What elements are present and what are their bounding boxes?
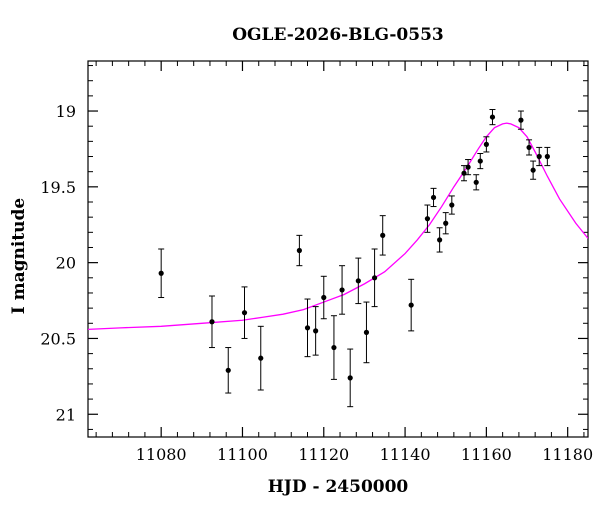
point-marker	[530, 167, 536, 173]
x-tick-label: 11160	[461, 445, 512, 464]
data-point	[312, 306, 319, 356]
data-point	[473, 174, 480, 191]
point-marker	[477, 158, 483, 164]
x-tick-label: 11120	[298, 445, 349, 464]
data-point	[430, 187, 437, 208]
point-marker	[313, 328, 319, 334]
point-marker	[258, 355, 264, 361]
data-point	[483, 136, 490, 153]
data-point	[448, 195, 455, 215]
x-tick-label: 11140	[380, 445, 431, 464]
data-point	[477, 152, 484, 170]
point-marker	[241, 310, 248, 316]
data-point	[304, 298, 311, 358]
point-marker	[443, 220, 449, 226]
point-marker	[355, 278, 361, 284]
point-marker	[380, 232, 386, 238]
data-point	[257, 325, 264, 391]
point-marker	[536, 153, 542, 160]
data-point	[408, 278, 415, 332]
data-point	[296, 234, 303, 267]
point-marker	[209, 319, 215, 325]
data-point	[225, 347, 232, 394]
data-point	[517, 110, 524, 130]
point-marker	[526, 144, 532, 151]
point-marker	[473, 179, 479, 185]
x-axis-label: HJD - 2450000	[268, 477, 409, 497]
point-marker	[321, 294, 327, 301]
point-marker	[489, 114, 496, 120]
point-marker	[363, 329, 370, 335]
data-point	[355, 257, 362, 305]
x-tick-label: 11180	[542, 445, 593, 464]
point-marker	[158, 270, 164, 276]
point-marker	[437, 237, 443, 243]
point-marker	[296, 247, 302, 254]
point-marker	[483, 141, 489, 147]
data-point	[436, 227, 443, 253]
chart-title: OGLE-2026-BLG-0553	[232, 25, 444, 45]
point-marker	[465, 164, 471, 170]
y-tick-label: 21	[56, 405, 76, 424]
data-point	[489, 109, 496, 126]
data-point	[424, 204, 431, 233]
plot-area: 11080 11100 11120 11140 11160 11180 19 19.5 20 20…	[40, 60, 593, 464]
point-marker	[371, 275, 378, 281]
model-curve	[88, 122, 588, 330]
y-tick-label: 20.5	[40, 329, 76, 348]
y-tick-label: 19.5	[40, 178, 76, 197]
data-point	[330, 315, 337, 380]
data-point	[347, 348, 354, 408]
data-point	[320, 275, 327, 320]
point-marker	[449, 202, 455, 208]
point-marker	[544, 153, 550, 160]
data-point	[241, 286, 248, 339]
point-marker	[347, 375, 353, 381]
data-point	[442, 212, 449, 235]
data-point	[158, 248, 165, 299]
x-tick-label: 11080	[136, 445, 187, 464]
data-point	[363, 301, 370, 364]
data-point	[208, 295, 215, 349]
point-marker	[408, 302, 414, 308]
data-point	[530, 160, 537, 180]
point-marker	[304, 325, 311, 331]
x-tick-label: 11100	[217, 445, 268, 464]
point-marker	[339, 287, 345, 293]
point-marker	[225, 367, 231, 373]
data-point	[544, 146, 551, 167]
data-point	[379, 215, 386, 256]
point-marker	[430, 194, 437, 201]
data-point	[339, 265, 346, 315]
point-marker	[518, 117, 524, 123]
plot-frame	[87, 60, 589, 438]
data-point	[526, 139, 533, 156]
data-point	[371, 248, 378, 308]
data-point	[465, 159, 472, 176]
point-marker	[331, 344, 337, 351]
data-point	[536, 146, 543, 167]
y-axis-label: I magnitude	[9, 198, 29, 315]
y-tick-label: 19	[56, 102, 76, 121]
y-tick-label: 20	[56, 254, 76, 273]
point-marker	[424, 216, 431, 222]
